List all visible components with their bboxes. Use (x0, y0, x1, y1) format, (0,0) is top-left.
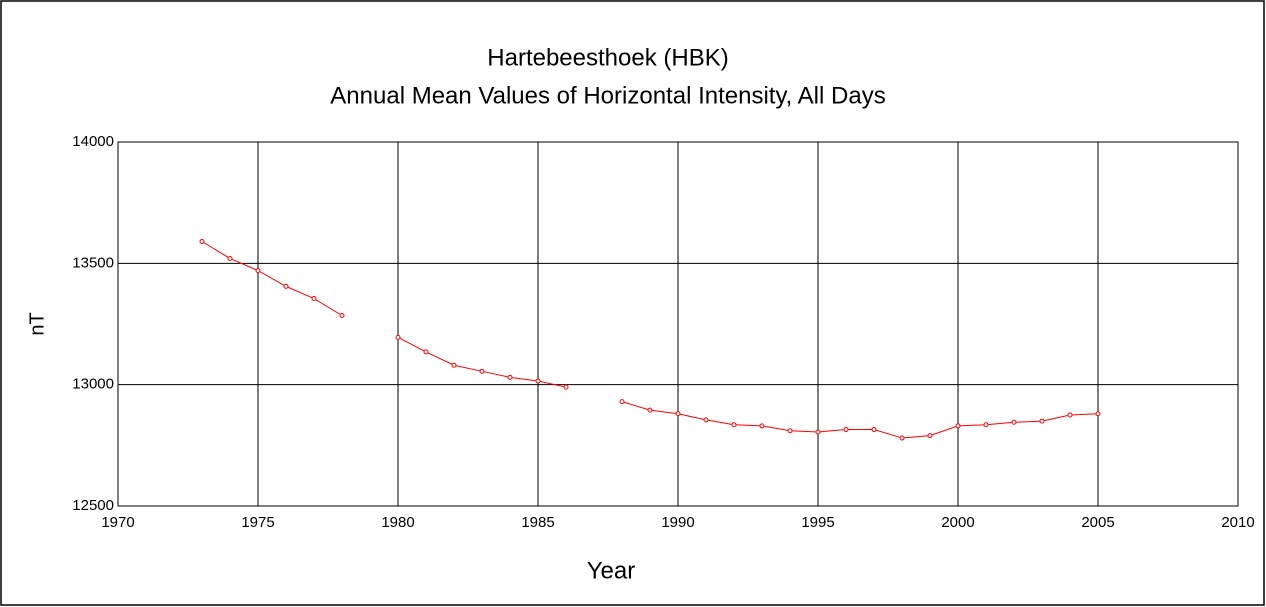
y-axis-label: nT (26, 312, 48, 335)
data-point (479, 368, 485, 374)
data-point (283, 283, 289, 289)
x-tick-label: 2010 (1221, 514, 1254, 531)
x-tick-label: 2000 (941, 514, 974, 531)
data-point (311, 296, 317, 302)
chart-subtitle: Annual Mean Values of Horizontal Intensi… (330, 82, 885, 109)
data-point (535, 378, 541, 384)
data-point (955, 423, 961, 429)
data-point (815, 429, 821, 435)
data-point (871, 427, 877, 433)
data-point (1067, 412, 1073, 418)
data-point (1095, 411, 1101, 417)
x-axis-label: Year (587, 557, 636, 584)
y-tick-label: 13000 (72, 376, 114, 393)
data-point (339, 313, 345, 319)
y-tick-label: 14000 (72, 133, 114, 150)
x-tick-label: 1995 (801, 514, 834, 531)
data-point (787, 428, 793, 434)
data-point (395, 334, 401, 340)
data-point (451, 362, 457, 368)
x-tick-label: 1970 (101, 514, 134, 531)
data-point (227, 255, 233, 261)
data-point (759, 423, 765, 429)
x-tick-label: 2005 (1081, 514, 1114, 531)
data-point (619, 399, 625, 405)
y-tick-label: 12500 (72, 497, 114, 514)
data-point (927, 433, 933, 439)
data-point (731, 422, 737, 428)
data-point (255, 268, 261, 274)
data-point (675, 411, 681, 417)
data-point (423, 349, 429, 355)
x-tick-label: 1985 (521, 514, 554, 531)
data-point (899, 435, 905, 441)
data-point (703, 417, 709, 423)
chart-title: Hartebeesthoek (HBK) (487, 44, 728, 71)
data-point (1039, 418, 1045, 424)
data-point (1011, 419, 1017, 425)
x-tick-label: 1980 (381, 514, 414, 531)
x-tick-label: 1975 (241, 514, 274, 531)
x-tick-label: 1990 (661, 514, 694, 531)
data-point (563, 384, 569, 390)
data-point (199, 238, 205, 244)
data-point (507, 374, 513, 380)
data-point (843, 427, 849, 433)
y-tick-label: 13500 (72, 254, 114, 271)
data-point (983, 422, 989, 428)
data-point (647, 407, 653, 413)
